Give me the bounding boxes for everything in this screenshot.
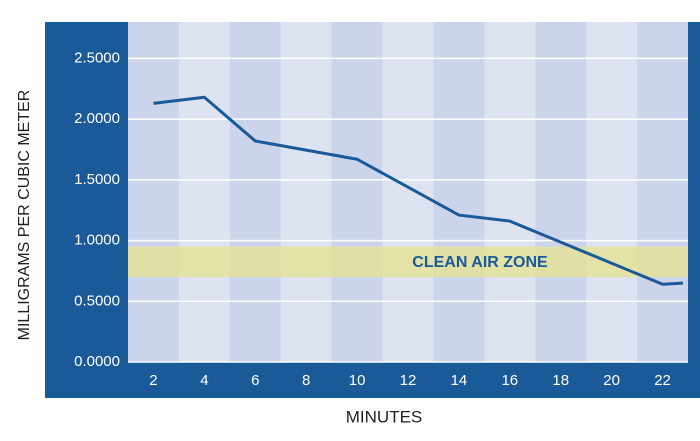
clean-air-zone [128, 246, 688, 277]
column-band [128, 22, 179, 362]
x-tick-label: 14 [451, 372, 468, 389]
column-band [433, 22, 485, 362]
x-tick-label: 6 [251, 372, 259, 389]
x-tick-label: 16 [501, 372, 518, 389]
column-band [331, 22, 383, 362]
data-line [153, 95, 683, 286]
x-tick-label: 12 [400, 372, 417, 389]
column-band [535, 22, 587, 362]
zone-label: CLEAN AIR ZONE [412, 254, 548, 271]
column-band [637, 22, 688, 362]
y-tick-label: 1.5000 [74, 171, 120, 188]
x-tick-label: 4 [200, 372, 208, 389]
y-tick-label: 2.0000 [74, 110, 120, 127]
column-band [229, 22, 281, 362]
y-tick-label: 0.0000 [74, 353, 120, 370]
y-axis-title: MILLIGRAMS PER CUBIC METER [16, 90, 33, 341]
x-tick-label: 18 [552, 372, 569, 389]
y-tick-label: 1.0000 [74, 232, 120, 249]
x-tick-label: 22 [654, 372, 671, 389]
x-tick-label: 10 [349, 372, 366, 389]
y-tick-label: 2.5000 [74, 49, 120, 66]
x-tick-label: 20 [603, 372, 620, 389]
column-bands [128, 22, 688, 362]
x-axis-title: MINUTES [346, 407, 423, 426]
x-tick-label: 2 [149, 372, 157, 389]
plot-area [128, 22, 688, 362]
x-tick-label: 8 [302, 372, 310, 389]
y-tick-label: 0.5000 [74, 292, 120, 309]
